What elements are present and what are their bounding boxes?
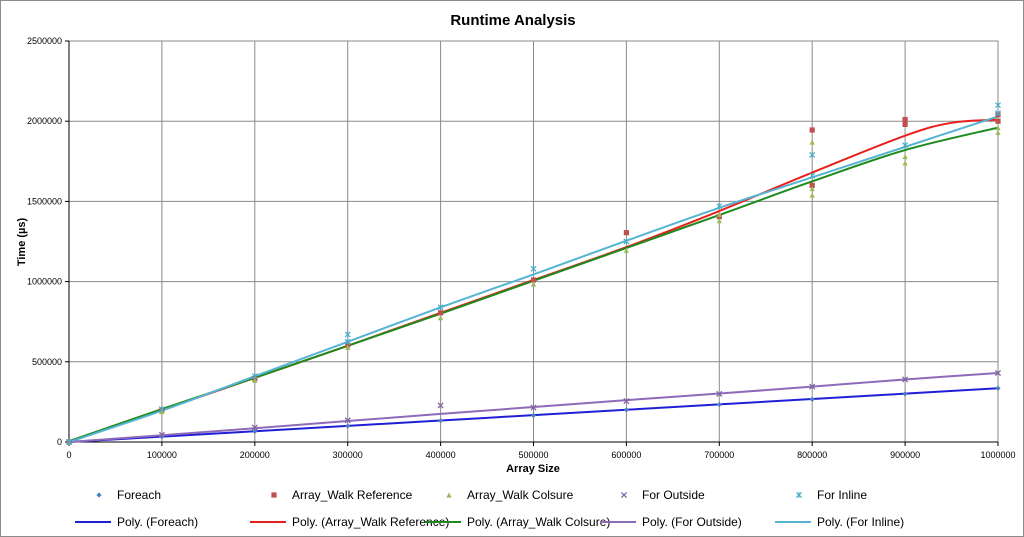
point-array-walk-colsure	[809, 139, 815, 145]
point-array-walk-colsure	[345, 344, 351, 350]
point-foreach	[995, 385, 1001, 391]
point-for-outside	[809, 383, 816, 390]
point-for-outside	[437, 402, 444, 409]
trendline-poly-for-inline	[68, 115, 999, 443]
point-for-outside	[251, 424, 258, 431]
point-for-inline	[251, 373, 258, 380]
point-foreach	[623, 407, 629, 413]
legend-label: Poly. (Foreach)	[117, 515, 198, 529]
y-tick-label: 2500000	[27, 36, 62, 46]
point-array-walk-reference	[438, 310, 444, 316]
point-array-walk-reference	[530, 277, 537, 283]
point-array-walk-reference	[623, 230, 629, 236]
point-for-inline	[344, 331, 351, 338]
chart-title: Runtime Analysis	[450, 12, 575, 29]
point-for-inline	[994, 102, 1002, 109]
x-tick-label: 600000	[611, 450, 641, 460]
point-foreach	[438, 418, 444, 424]
point-for-outside	[623, 398, 630, 405]
point-for-outside	[994, 369, 1002, 377]
point-for-inline	[716, 203, 723, 210]
x-tick-label: 900000	[890, 450, 920, 460]
point-array-walk-colsure	[902, 160, 908, 166]
point-array-walk-colsure	[809, 192, 815, 198]
point-foreach	[716, 402, 722, 408]
point-array-walk-colsure	[995, 125, 1001, 131]
point-for-inline	[902, 142, 909, 149]
x-tick-label: 0	[66, 450, 71, 460]
legend-marker	[795, 491, 803, 499]
x-axis-title: Array Size	[506, 463, 560, 475]
point-for-inline	[65, 438, 73, 446]
point-for-outside	[716, 390, 723, 397]
point-array-walk-reference	[809, 127, 815, 133]
x-tick-label: 100000	[147, 450, 177, 460]
point-foreach	[345, 423, 351, 429]
legend-label: Array_Walk Colsure	[467, 488, 574, 502]
point-array-walk-colsure	[716, 211, 722, 217]
point-foreach	[902, 391, 908, 397]
point-for-inline	[809, 172, 816, 179]
y-tick-label: 0	[57, 437, 62, 447]
y-tick-label: 500000	[32, 357, 62, 367]
y-tick-label: 2000000	[27, 116, 62, 126]
y-tick-label: 1000000	[27, 277, 62, 287]
legend-label: For Inline	[817, 488, 867, 502]
point-array-walk-colsure	[902, 153, 908, 160]
legend-marker	[620, 491, 628, 499]
axes	[65, 40, 999, 446]
legend-label: Poly. (For Inline)	[817, 515, 904, 529]
legend-marker	[271, 492, 277, 498]
point-array-walk-reference	[809, 182, 815, 188]
point-for-outside	[344, 417, 351, 424]
point-array-walk-colsure	[995, 129, 1001, 136]
point-array-walk-reference	[995, 118, 1001, 124]
legend-label: For Outside	[642, 488, 705, 502]
point-foreach	[530, 412, 537, 418]
x-tick-label: 400000	[426, 450, 456, 460]
point-array-walk-reference	[902, 121, 908, 128]
point-foreach	[809, 396, 815, 402]
legend-marker	[446, 492, 452, 498]
point-array-walk-colsure	[438, 315, 444, 321]
point-array-walk-colsure	[530, 281, 537, 287]
x-tick-label: 700000	[704, 450, 734, 460]
point-for-outside	[902, 376, 909, 383]
x-tick-labels: 0 100000 200000 300000 400000 500000 600000 700…	[66, 450, 1015, 460]
x-tick-label: 800000	[797, 450, 827, 460]
legend-label: Poly. (For Outside)	[642, 515, 742, 529]
point-for-inline	[530, 265, 537, 272]
point-for-inline	[158, 406, 165, 413]
point-for-inline	[809, 151, 816, 158]
legend-label: Array_Walk Reference	[292, 488, 413, 502]
legend-label: Poly. (Array_Walk Colsure)	[467, 515, 610, 529]
point-for-inline	[437, 304, 444, 311]
point-for-inline	[994, 110, 1002, 117]
legend-marker	[96, 492, 102, 498]
x-tick-label: 200000	[240, 450, 270, 460]
y-axis-title: Time (µs)	[16, 218, 28, 267]
legend-label: Foreach	[117, 488, 161, 502]
point-array-walk-reference	[902, 116, 908, 123]
legend-label: Poly. (Array_Walk Reference)	[292, 515, 449, 529]
point-array-walk-colsure	[623, 247, 629, 253]
point-for-outside	[158, 431, 165, 438]
point-foreach	[252, 428, 258, 435]
legend: Foreach Array_Walk Reference Array_Walk Co…	[75, 488, 904, 529]
point-array-walk-colsure	[716, 218, 722, 224]
point-array-walk-colsure	[809, 185, 815, 192]
y-tick-label: 1500000	[27, 196, 62, 206]
x-tick-label: 1000000	[980, 450, 1015, 460]
data-points	[65, 102, 1002, 446]
point-for-outside	[530, 404, 537, 411]
point-for-inline	[623, 238, 630, 245]
y-tick-labels: 0 500000 1000000 1500000 2000000 2500000	[27, 36, 62, 447]
grid	[68, 40, 999, 443]
point-array-walk-colsure	[252, 377, 258, 383]
x-tick-label: 500000	[518, 450, 548, 460]
point-for-inline	[344, 338, 351, 345]
x-tick-label: 300000	[333, 450, 363, 460]
